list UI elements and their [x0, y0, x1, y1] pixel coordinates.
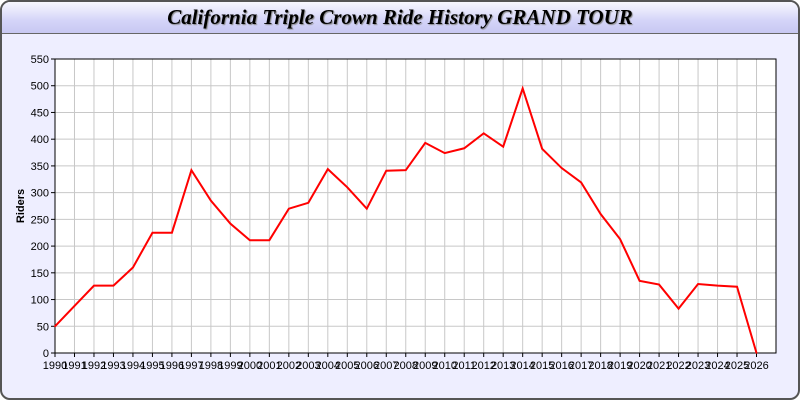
data-point	[443, 152, 446, 154]
data-point	[327, 168, 329, 170]
data-point	[482, 132, 485, 135]
y-tick-label: 200	[31, 241, 49, 253]
data-point	[112, 284, 115, 287]
x-tick-label: 1993	[101, 360, 125, 372]
title-bar: California Triple Crown Ride History GRA…	[2, 2, 798, 34]
data-point	[346, 186, 349, 189]
x-tick-label: 2000	[238, 360, 262, 372]
data-point	[93, 284, 95, 287]
y-tick-label: 500	[31, 81, 49, 93]
data-point	[502, 145, 504, 148]
x-tick-label: 2024	[705, 360, 729, 372]
x-tick-label: 2009	[413, 360, 437, 372]
data-point	[404, 169, 407, 171]
data-point	[619, 238, 621, 240]
data-point	[190, 169, 193, 171]
data-point	[268, 239, 271, 242]
y-tick-label: 50	[37, 321, 49, 333]
x-tick-label: 2013	[491, 360, 515, 372]
data-point	[365, 207, 368, 210]
x-tick-label: 2005	[335, 360, 359, 372]
x-tick-label: 2015	[530, 360, 554, 372]
y-tick-label: 350	[31, 161, 49, 173]
y-tick-label: 550	[31, 54, 49, 66]
data-point	[249, 239, 251, 242]
data-point	[697, 283, 699, 285]
data-point	[424, 142, 427, 144]
data-point	[151, 231, 154, 234]
x-tick-label: 1997	[179, 360, 203, 372]
data-point	[580, 181, 582, 184]
data-point	[755, 352, 758, 354]
x-tick-label: 2021	[647, 360, 671, 372]
data-point	[171, 231, 173, 234]
data-point	[658, 283, 660, 286]
x-tick-label: 2019	[608, 360, 632, 372]
y-tick-label: 150	[31, 268, 49, 280]
chart-title: California Triple Crown Ride History GRA…	[167, 5, 633, 29]
data-point	[54, 325, 56, 328]
y-tick-label: 450	[31, 107, 49, 119]
x-tick-label: 2001	[257, 360, 281, 372]
data-point	[132, 266, 134, 269]
data-point	[229, 222, 232, 225]
data-point	[521, 87, 524, 90]
x-tick-label: 2012	[471, 360, 495, 372]
x-tick-label: 2002	[277, 360, 301, 372]
x-tick-label: 2016	[549, 360, 573, 372]
x-tick-label: 2023	[686, 360, 710, 372]
y-tick-label: 250	[31, 214, 49, 226]
x-tick-label: 1991	[62, 360, 86, 372]
x-tick-label: 2010	[432, 360, 456, 372]
x-tick-label: 1995	[140, 360, 164, 372]
data-point	[599, 213, 602, 215]
data-point	[638, 280, 641, 282]
x-tick-label: 2018	[588, 360, 612, 372]
data-point	[716, 284, 719, 287]
data-point	[210, 199, 212, 202]
data-point	[307, 201, 310, 204]
x-tick-label: 2004	[316, 360, 340, 372]
y-tick-label: 300	[31, 188, 49, 200]
y-tick-label: 400	[31, 134, 49, 146]
data-point	[385, 169, 388, 172]
x-tick-label: 2007	[374, 360, 398, 372]
x-tick-label: 2014	[510, 360, 534, 372]
plot-area	[55, 59, 776, 353]
x-tick-label: 2022	[666, 360, 690, 372]
y-tick-label: 100	[31, 295, 49, 307]
x-tick-label: 1992	[82, 360, 106, 372]
data-point	[736, 285, 738, 288]
x-tick-label: 2011	[452, 360, 476, 372]
x-tick-label: 2025	[725, 360, 749, 372]
x-tick-label: 2026	[744, 360, 768, 372]
x-tick-label: 2003	[296, 360, 320, 372]
x-tick-label: 1990	[43, 360, 67, 372]
x-tick-label: 1998	[199, 360, 223, 372]
x-tick-label: 1994	[121, 360, 145, 372]
x-tick-label: 1999	[218, 360, 242, 372]
y-tick-label: 0	[43, 348, 49, 360]
x-tick-label: 2017	[569, 360, 593, 372]
data-point	[288, 207, 290, 210]
x-tick-label: 2008	[394, 360, 418, 372]
y-axis-label: Riders	[15, 189, 27, 223]
plot-border	[54, 58, 777, 354]
data-point	[677, 307, 680, 310]
x-tick-label: 1996	[160, 360, 184, 372]
data-point	[463, 147, 466, 150]
x-tick-label: 2006	[355, 360, 379, 372]
data-point	[73, 305, 76, 307]
x-tick-label: 2020	[627, 360, 651, 372]
data-point	[541, 148, 543, 150]
data-point	[560, 167, 563, 169]
